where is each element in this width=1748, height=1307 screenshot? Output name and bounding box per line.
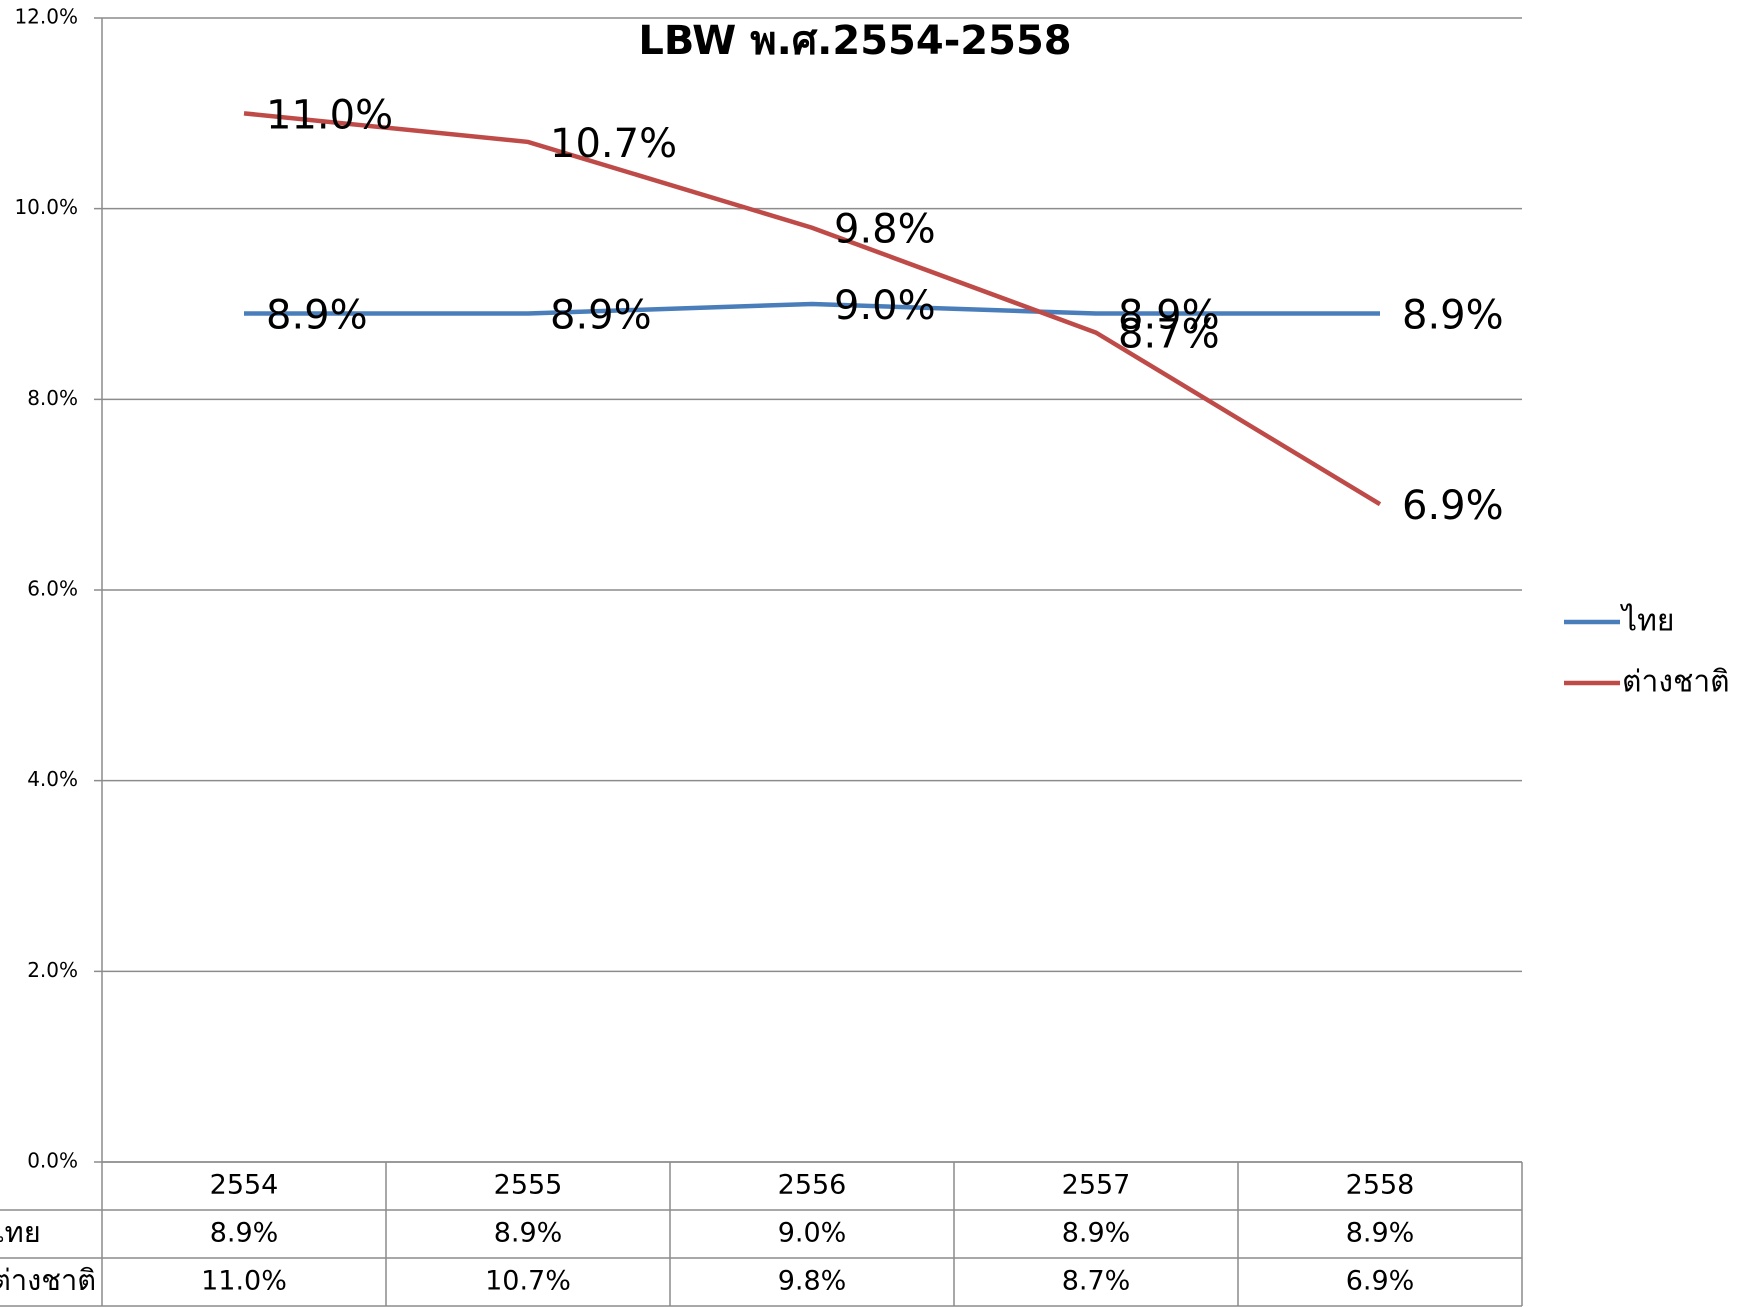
data-label: 8.9% xyxy=(550,293,652,339)
y-tick-label: 12.0% xyxy=(14,5,78,29)
data-label: 8.9% xyxy=(1402,293,1504,339)
y-tick-label: 2.0% xyxy=(27,958,78,982)
chart-title: LBW พ.ศ.2554-2558 xyxy=(638,18,1071,64)
table-cell: 9.0% xyxy=(778,1218,847,1249)
data-label: 8.9% xyxy=(1118,293,1220,339)
table-cell: 6.9% xyxy=(1346,1266,1415,1297)
series-line xyxy=(243,111,1382,507)
data-label: 11.0% xyxy=(266,92,393,138)
x-tick-label: 2556 xyxy=(778,1170,847,1201)
data-label: 8.7% xyxy=(1118,312,1220,358)
legend-label: ไทย xyxy=(1620,603,1674,639)
series-line xyxy=(244,301,1380,316)
x-tick-label: 2558 xyxy=(1346,1170,1415,1201)
y-tick-label: 6.0% xyxy=(27,577,78,601)
table-cell: 8.7% xyxy=(1062,1266,1131,1297)
table-cell: 9.8% xyxy=(778,1266,847,1297)
y-tick-label: 8.0% xyxy=(27,386,78,410)
data-label: 9.0% xyxy=(834,283,936,329)
table-cell: 8.9% xyxy=(1062,1218,1131,1249)
table-cell: 11.0% xyxy=(201,1266,287,1297)
table-row-header: ต่างชาติ xyxy=(0,1263,96,1297)
data-label: 10.7% xyxy=(550,121,677,167)
data-label: 9.8% xyxy=(834,207,936,253)
table-row-header: ไทย xyxy=(0,1215,41,1249)
y-tick-label: 4.0% xyxy=(27,767,78,791)
x-tick-label: 2557 xyxy=(1062,1170,1131,1201)
table-cell: 8.9% xyxy=(1346,1218,1415,1249)
table-cell: 8.9% xyxy=(494,1218,563,1249)
x-tick-label: 2554 xyxy=(210,1170,279,1201)
y-tick-label: 0.0% xyxy=(27,1149,78,1173)
x-tick-label: 2555 xyxy=(494,1170,563,1201)
table-cell: 10.7% xyxy=(485,1266,571,1297)
legend-label: ต่างชาติ xyxy=(1622,665,1730,700)
data-label: 8.9% xyxy=(266,293,368,339)
data-label: 6.9% xyxy=(1402,483,1504,529)
y-tick-label: 10.0% xyxy=(14,195,78,219)
table-cell: 8.9% xyxy=(210,1218,279,1249)
